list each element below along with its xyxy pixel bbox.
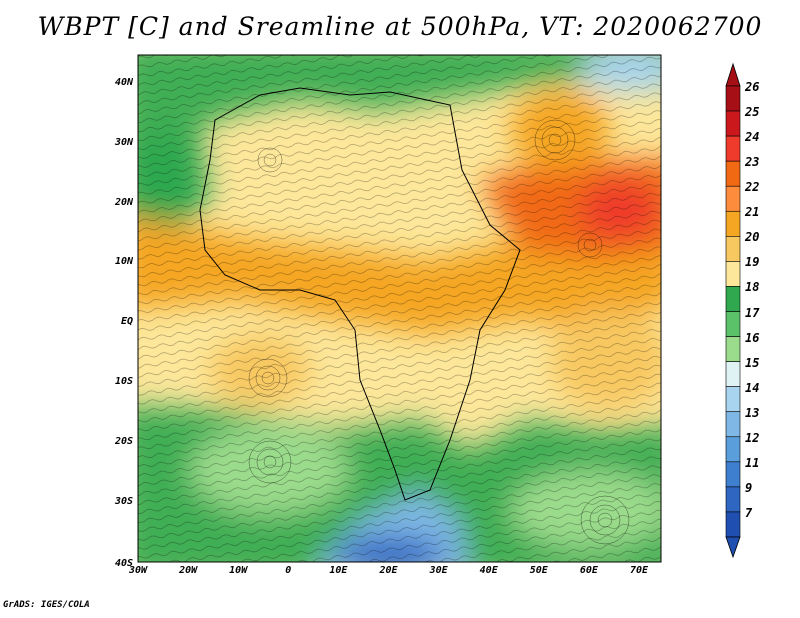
lat-label: 10S [114, 376, 133, 387]
colorbar-swatch [725, 185, 741, 212]
colorbar-label: 11 [745, 455, 760, 470]
lon-label: 70E [629, 565, 649, 576]
colorbar-label: 23 [745, 155, 760, 170]
lon-label: 30W [128, 565, 148, 576]
colorbar-label: 22 [745, 180, 760, 195]
colorbar-swatch [725, 486, 741, 513]
colorbar-swatch [725, 135, 741, 162]
colorbar-label: 25 [745, 105, 760, 120]
colorbar-swatch [725, 386, 741, 413]
colorbar-swatch [725, 361, 741, 387]
colorbar-label: 16 [745, 330, 760, 345]
colorbar-label: 26 [745, 80, 760, 94]
colorbar-label: 14 [745, 380, 760, 395]
lat-label: 30S [114, 495, 133, 507]
colorbar-swatch [725, 236, 741, 262]
lon-label: 40E [479, 565, 498, 576]
colorbar-swatch [725, 311, 741, 337]
africa-coastline [199, 87, 521, 501]
colorbar-swatch [725, 511, 741, 538]
colorbar-label: 24 [745, 130, 760, 145]
colorbar-swatch [725, 261, 741, 287]
colorbar-label: 15 [745, 355, 760, 370]
lat-label: 20S [114, 435, 133, 447]
lat-label: 40N [114, 77, 133, 88]
colorbar-label: 12 [745, 430, 760, 445]
colorbar-label: 19 [745, 255, 760, 270]
colorbar-label: 9 [745, 480, 753, 495]
lon-label: 10E [329, 565, 348, 576]
lat-label: EQ [120, 316, 133, 328]
lon-label: 30E [429, 565, 448, 576]
colorbar-swatch [725, 286, 741, 312]
colorbar-label: 13 [745, 405, 760, 420]
colorbar-label: 17 [745, 305, 760, 320]
colorbar-swatch [725, 110, 741, 137]
colorbar-swatch [725, 210, 741, 237]
lon-label: 60E [579, 565, 598, 576]
lon-label: 20W [179, 565, 198, 576]
lat-label: 30N [114, 136, 133, 148]
colorbar-max-arrow [725, 62, 741, 87]
colorbar-swatch [725, 411, 741, 438]
colorbar-swatch [725, 461, 741, 488]
wbpt-field [138, 55, 661, 562]
lat-label: 10N [114, 256, 133, 268]
colorbar-swatch [725, 85, 741, 112]
colorbar-swatch [725, 336, 741, 362]
chart-title: WBPT [C] and Sreamline at 500hPa, VT: 20… [37, 12, 763, 41]
colorbar-label: 21 [745, 205, 760, 220]
colorbar-swatch [725, 160, 741, 187]
lon-label: 20E [379, 565, 398, 576]
lat-label: 40S [114, 558, 133, 569]
colorbar-label: 20 [745, 230, 760, 245]
lon-label: 0 [285, 565, 292, 576]
colorbar-label: 18 [745, 280, 760, 295]
lon-label: 50E [529, 565, 548, 576]
footer-credit: GrADS: IGES/COLA [3, 600, 90, 610]
colorbar-label: 7 [745, 505, 753, 520]
colorbar [725, 62, 741, 559]
colorbar-swatch [725, 436, 741, 463]
lat-label: 20N [114, 196, 133, 208]
lon-label: 10W [229, 565, 248, 576]
colorbar-min-arrow [725, 536, 741, 559]
